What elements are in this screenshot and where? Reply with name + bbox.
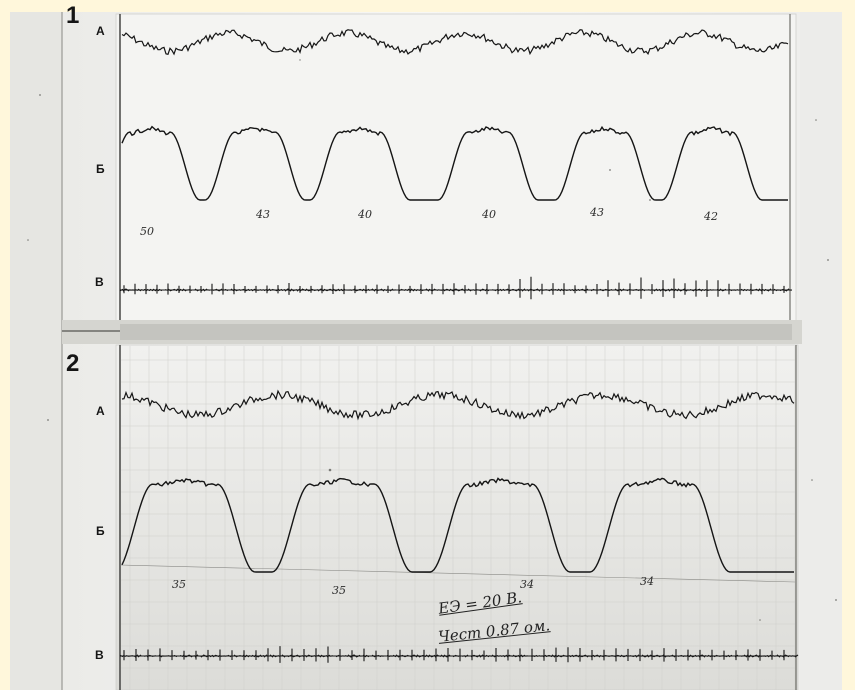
cycle-mark: 50 <box>140 225 154 238</box>
panel-2-trace-b <box>121 477 794 573</box>
panel-2-label-v: В <box>95 648 104 662</box>
panel-2-label-a: А <box>96 404 105 418</box>
cycle-mark: 40 <box>482 208 496 221</box>
cycle-mark: 40 <box>358 208 372 221</box>
cycle-mark: 43 <box>256 208 270 221</box>
panel-1-trace-a <box>121 29 789 56</box>
panel-2-trace-v <box>119 646 799 663</box>
cycle-mark: 35 <box>332 584 346 597</box>
panel-1-label-a: А <box>96 24 105 38</box>
panel-1-label-v: В <box>95 275 104 289</box>
cycle-mark: 43 <box>590 206 604 219</box>
panel-1-trace-v <box>119 276 793 300</box>
cycle-mark: 34 <box>640 575 654 588</box>
panel-1-strip <box>115 13 797 327</box>
panel-1-label-b: Б <box>96 162 105 176</box>
panel-1-trace-b <box>121 125 788 201</box>
left-margin <box>10 12 62 690</box>
panel-2-grid <box>121 346 796 690</box>
panel-2-number: 2 <box>66 350 80 377</box>
cycle-mark: 42 <box>704 210 718 223</box>
panel-2-label-b: Б <box>96 524 105 538</box>
dust-specks <box>27 59 837 621</box>
panel-2-trace-a <box>121 389 795 421</box>
panel-1-number: 1 <box>66 2 80 29</box>
cycle-mark: 35 <box>172 578 186 591</box>
panel-2-strip <box>115 344 799 690</box>
cycle-mark: 34 <box>520 578 534 591</box>
